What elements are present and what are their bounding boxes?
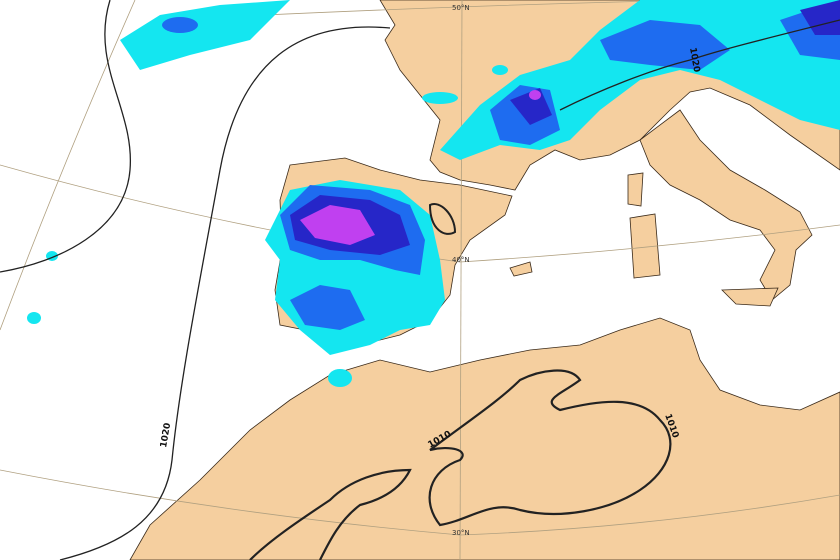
isobar-label-1020-west: 1020 — [159, 422, 173, 448]
lat-30-label: 30°N — [452, 529, 470, 537]
isobar-1010-africa — [428, 369, 672, 527]
isobar-1020-alps — [559, 19, 840, 111]
isobar-1010-south — [249, 468, 412, 560]
land-sicily — [721, 287, 779, 307]
land-italy — [639, 109, 813, 301]
isobar-1020-atlantic — [0, 0, 131, 273]
graticule-labels: 50°N 40°N 30°N — [452, 4, 470, 537]
land-corsica — [627, 172, 644, 207]
lat-50-label: 50°N — [452, 4, 470, 12]
isobar-1020-west — [59, 26, 391, 560]
land-africa — [129, 317, 840, 560]
isobar-low-iberia — [428, 203, 457, 235]
lat-40-label: 40°N — [452, 256, 470, 264]
precipitation — [27, 0, 840, 387]
isobar-label-1020-alps: 1020 — [687, 47, 701, 73]
land-sardinia — [629, 213, 661, 279]
land-balearics — [509, 261, 533, 277]
